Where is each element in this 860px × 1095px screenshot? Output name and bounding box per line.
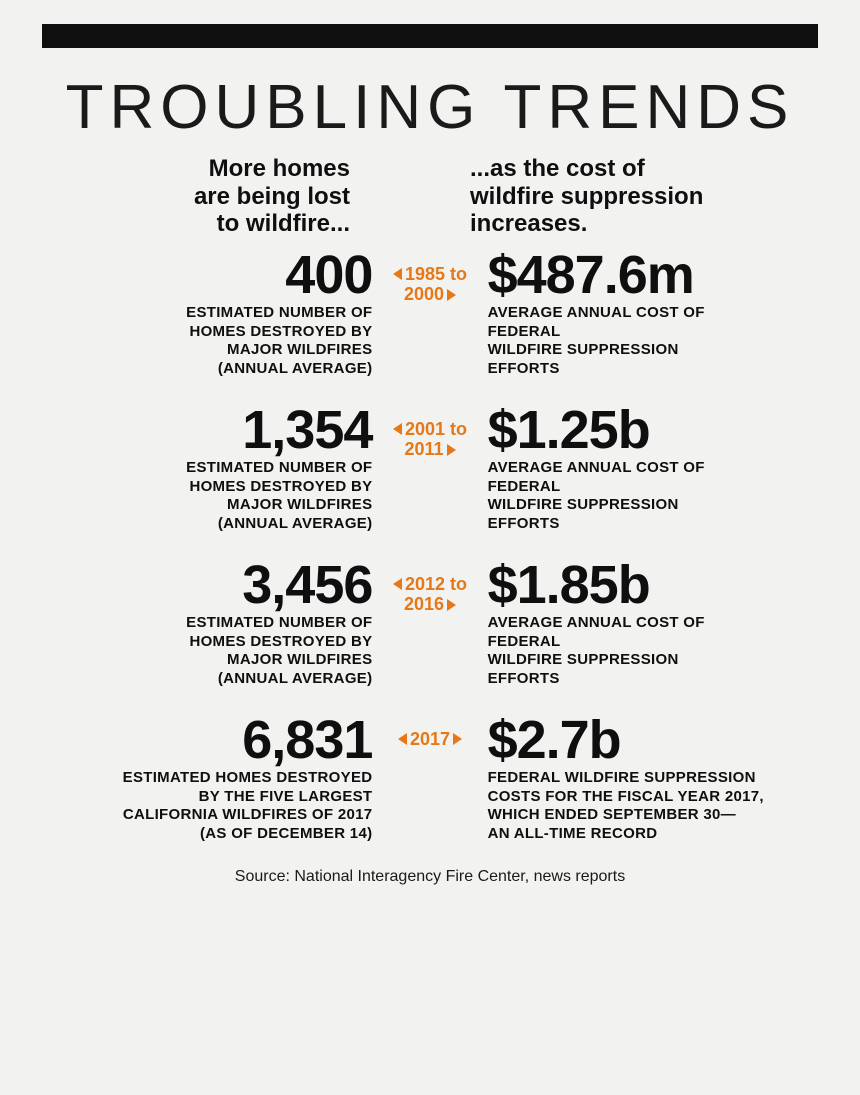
cost-number: $1.25b: [488, 403, 790, 457]
triangle-left-icon: [393, 268, 402, 280]
homes-desc: ESTIMATED NUMBER OF HOMES DESTROYED BY M…: [70, 614, 372, 689]
subhead-left-l3: to wildfire...: [217, 210, 350, 237]
data-row: 3,456 ESTIMATED NUMBER OF HOMES DESTROYE…: [70, 558, 790, 689]
subhead-left-l1: More homes: [209, 155, 350, 182]
subhead-left-l2: are being lost: [194, 183, 350, 210]
cost-number: $487.6m: [488, 248, 790, 302]
period-label: 2001 to 2011: [372, 403, 487, 460]
cost-number: $1.85b: [488, 558, 790, 612]
infographic-title: TROUBLING TRENDS: [0, 72, 860, 143]
period-label: 1985 to 2000: [372, 248, 487, 305]
period-label: 2017: [372, 713, 487, 750]
triangle-right-icon: [447, 599, 456, 611]
triangle-left-icon: [398, 733, 407, 745]
subhead-right: ...as the cost of wildfire suppression i…: [470, 155, 790, 238]
subhead-right-l1: ...as the cost of: [470, 155, 645, 182]
top-bar: [42, 24, 818, 48]
homes-number: 6,831: [70, 713, 372, 767]
triangle-right-icon: [447, 444, 456, 456]
cost-desc: AVERAGE ANNUAL COST OF FEDERAL WILDFIRE …: [488, 304, 790, 379]
cost-number: $2.7b: [488, 713, 790, 767]
subhead-left: More homes are being lost to wildfire...: [70, 155, 350, 238]
homes-desc: ESTIMATED NUMBER OF HOMES DESTROYED BY M…: [70, 304, 372, 379]
subhead-right-l2: wildfire suppression: [470, 183, 703, 210]
subhead-right-l3: increases.: [470, 210, 587, 237]
data-row: 1,354 ESTIMATED NUMBER OF HOMES DESTROYE…: [70, 403, 790, 534]
data-rows: 400 ESTIMATED NUMBER OF HOMES DESTROYED …: [0, 248, 860, 844]
source-text: Source: National Interagency Fire Center…: [0, 868, 860, 886]
cost-desc: AVERAGE ANNUAL COST OF FEDERAL WILDFIRE …: [488, 459, 790, 534]
homes-desc: ESTIMATED NUMBER OF HOMES DESTROYED BY M…: [70, 459, 372, 534]
homes-number: 1,354: [70, 403, 372, 457]
subheads: More homes are being lost to wildfire...…: [70, 155, 790, 238]
data-row: 6,831 ESTIMATED HOMES DESTROYED BY THE F…: [70, 713, 790, 844]
data-row: 400 ESTIMATED NUMBER OF HOMES DESTROYED …: [70, 248, 790, 379]
homes-number: 400: [70, 248, 372, 302]
triangle-right-icon: [453, 733, 462, 745]
period-label: 2012 to 2016: [372, 558, 487, 615]
triangle-right-icon: [447, 289, 456, 301]
cost-desc: FEDERAL WILDFIRE SUPPRESSION COSTS FOR T…: [488, 769, 790, 844]
triangle-left-icon: [393, 423, 402, 435]
triangle-left-icon: [393, 578, 402, 590]
homes-number: 3,456: [70, 558, 372, 612]
homes-desc: ESTIMATED HOMES DESTROYED BY THE FIVE LA…: [70, 769, 372, 844]
cost-desc: AVERAGE ANNUAL COST OF FEDERAL WILDFIRE …: [488, 614, 790, 689]
